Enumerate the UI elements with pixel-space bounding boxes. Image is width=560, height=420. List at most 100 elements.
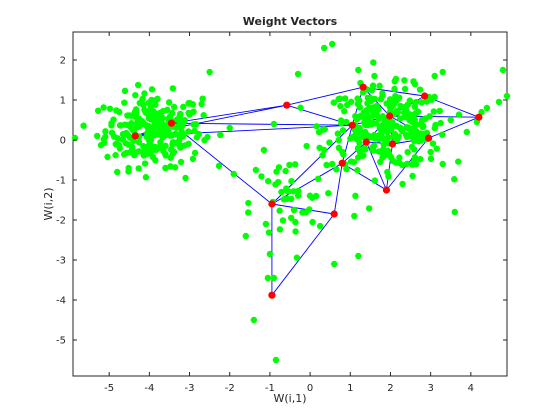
x-tick-label: 1 (347, 383, 353, 394)
weight-vector-point (330, 210, 338, 218)
data-point (185, 109, 192, 117)
data-point (413, 121, 420, 128)
data-point (115, 141, 122, 149)
data-point (185, 128, 192, 135)
data-point (423, 98, 430, 105)
weight-vector-point (475, 113, 483, 121)
data-point (401, 85, 409, 93)
weight-vector-point (268, 200, 276, 208)
data-point (152, 101, 159, 108)
data-point (139, 95, 146, 103)
x-tick-label: -3 (185, 383, 195, 394)
data-point (177, 142, 185, 150)
data-point (119, 136, 127, 143)
weight-edge (365, 141, 387, 191)
data-point (402, 131, 410, 139)
weight-vector-point (386, 112, 394, 120)
weight-edge (171, 122, 273, 205)
data-point (313, 123, 320, 130)
data-point (265, 229, 273, 236)
data-point (427, 148, 434, 156)
data-point (352, 192, 359, 200)
data-point (380, 145, 387, 153)
data-point (369, 147, 377, 154)
data-point (140, 152, 148, 159)
data-point (132, 106, 140, 113)
data-point (145, 142, 152, 150)
data-point (398, 103, 405, 110)
data-point (383, 136, 390, 143)
data-point (286, 161, 293, 169)
data-point (129, 143, 136, 151)
y-axis-ticks: -5 -4 -3 -2 -1 0 1 2 (56, 56, 507, 347)
data-point (199, 95, 206, 102)
data-point (180, 103, 187, 111)
data-point (483, 104, 491, 112)
data-point (114, 168, 121, 176)
data-point (294, 192, 302, 199)
data-point (185, 99, 192, 107)
data-point (371, 72, 378, 80)
data-point (148, 86, 156, 93)
data-point (376, 82, 383, 90)
data-point (372, 110, 379, 117)
data-point (363, 106, 371, 114)
data-point (279, 217, 287, 224)
data-point (410, 146, 418, 153)
y-tick-label: -5 (56, 336, 66, 347)
data-point (104, 153, 111, 161)
data-point (167, 132, 174, 139)
data-point (339, 127, 347, 134)
weight-vector-point (362, 138, 370, 146)
weight-vector-point (359, 83, 367, 91)
data-point (303, 142, 310, 150)
data-point (266, 250, 274, 258)
chart-title: Weight Vectors (243, 15, 338, 28)
data-point (377, 158, 384, 166)
x-axis-ticks: -5 -4 -3 -2 -1 0 1 2 3 4 (104, 32, 474, 394)
data-point (439, 68, 446, 76)
x-tick-label: -4 (144, 383, 154, 394)
data-point (399, 180, 406, 188)
data-point (309, 218, 316, 226)
data-point (157, 144, 165, 151)
data-point (503, 92, 511, 100)
data-point (433, 145, 440, 152)
data-point (325, 189, 332, 197)
data-point (264, 274, 272, 282)
data-point (292, 218, 299, 226)
data-point (335, 95, 342, 103)
data-point (242, 232, 249, 240)
data-point (342, 118, 350, 126)
data-point (121, 99, 128, 106)
data-point (132, 91, 139, 99)
data-point (355, 66, 362, 74)
data-point (141, 90, 148, 97)
data-point (385, 173, 392, 180)
data-point (393, 122, 400, 130)
data-point (364, 121, 371, 129)
data-point (429, 140, 437, 147)
data-point (157, 139, 164, 146)
data-point (176, 131, 184, 138)
data-point (432, 121, 439, 129)
data-point (294, 70, 302, 78)
data-point (100, 104, 107, 111)
data-point (354, 95, 361, 102)
data-point (191, 127, 198, 135)
data-point (293, 254, 301, 261)
data-point (431, 72, 438, 80)
data-point (371, 177, 378, 184)
plot-area (71, 31, 511, 377)
data-point (168, 109, 176, 117)
weight-vector-point (131, 132, 139, 140)
y-tick-label: 1 (60, 96, 66, 107)
data-point (176, 114, 183, 121)
x-tick-label: 3 (427, 383, 433, 394)
data-point (135, 138, 143, 146)
data-point (312, 192, 320, 200)
weight-vectors (131, 83, 483, 299)
data-point (447, 116, 454, 124)
data-point (404, 148, 411, 156)
